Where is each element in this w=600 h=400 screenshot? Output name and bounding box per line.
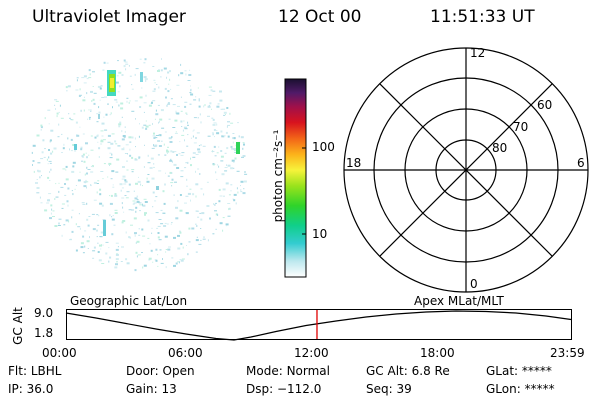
info-door: Door: Open (126, 364, 195, 378)
colorbar-tick-10: 10 (312, 227, 328, 241)
mlt-label-18: 18 (346, 156, 362, 170)
mlt-label-12: 12 (470, 46, 486, 60)
info-glat: GLat: ***** (486, 364, 552, 378)
colorbar-tick-100: 100 (312, 140, 335, 154)
timeline-y-tick-min: 1.8 (34, 326, 54, 340)
info-dsp: Dsp: −112.0 (246, 382, 322, 396)
altitude-curve (65, 310, 572, 341)
polar-grid (343, 47, 589, 293)
mlt-label-6: 6 (577, 156, 585, 170)
instrument-title: Ultraviolet Imager (32, 7, 186, 27)
header-date: 12 Oct 00 (278, 7, 362, 27)
info-gc-alt: GC Alt: 6.8 Re (366, 364, 450, 378)
timeline-x-tick-0600: 06:00 (168, 346, 203, 360)
timeline-y-axis-label: GC Alt (11, 307, 25, 345)
uv-image (31, 58, 248, 272)
lat-label-60: 60 (537, 98, 553, 112)
timeline-x-tick-0000: 00:00 (42, 346, 77, 360)
info-glon: GLon: ***** (486, 382, 555, 396)
timeline-left-title: Geographic Lat/Lon (70, 294, 188, 308)
timeline-panel (65, 309, 572, 341)
timeline-y-tick-max: 9.0 (34, 306, 54, 320)
lat-label-70: 70 (513, 120, 529, 134)
info-flt: Flt: LBHL (8, 364, 62, 378)
timeline-x-tick-1800: 18:00 (420, 346, 455, 360)
timeline-x-tick-2359: 23:59 (550, 346, 585, 360)
header-time: 11:51:33 UT (430, 7, 535, 27)
colorbar-unit-label: photon cm⁻²s⁻¹ (271, 129, 285, 223)
colorbar (284, 78, 307, 278)
info-mode: Mode: Normal (246, 364, 330, 378)
timeline-right-title: Apex MLat/MLT (414, 294, 504, 308)
info-ip: IP: 36.0 (8, 382, 54, 396)
info-seq: Seq: 39 (366, 382, 412, 396)
lat-label-80: 80 (492, 141, 508, 155)
info-gain: Gain: 13 (126, 382, 177, 396)
timeline-x-tick-1200: 12:00 (294, 346, 329, 360)
mlt-label-0: 0 (470, 277, 478, 291)
